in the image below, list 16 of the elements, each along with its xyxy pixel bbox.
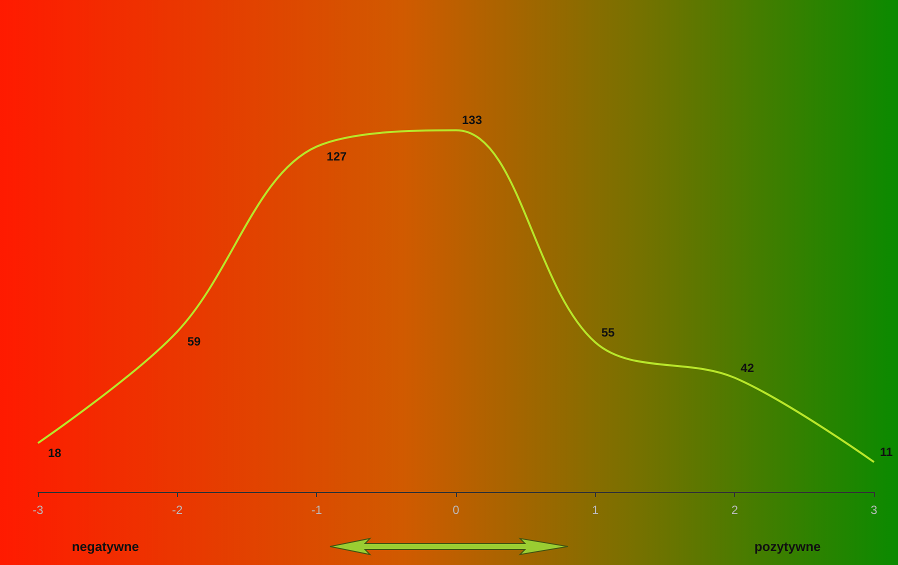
- data-label: 59: [187, 334, 202, 349]
- data-label: 127: [326, 150, 348, 164]
- x-tick-label: 2: [731, 503, 738, 517]
- text: negatywne: [72, 539, 140, 554]
- x-tick-label: -1: [311, 503, 322, 517]
- x-tick-label: 3: [870, 503, 878, 517]
- x-tick-label: -2: [172, 503, 183, 517]
- data-label: 133: [462, 113, 482, 128]
- x-tick-label: 1: [592, 503, 599, 517]
- data-label: 11: [880, 445, 894, 460]
- data-label: 42: [740, 360, 754, 375]
- data-label: 55: [601, 325, 616, 340]
- data-label: 18: [48, 446, 62, 460]
- text: pozytywne: [754, 539, 821, 554]
- x-tick-label: -3: [32, 503, 44, 517]
- x-tick-label: 0: [452, 503, 460, 517]
